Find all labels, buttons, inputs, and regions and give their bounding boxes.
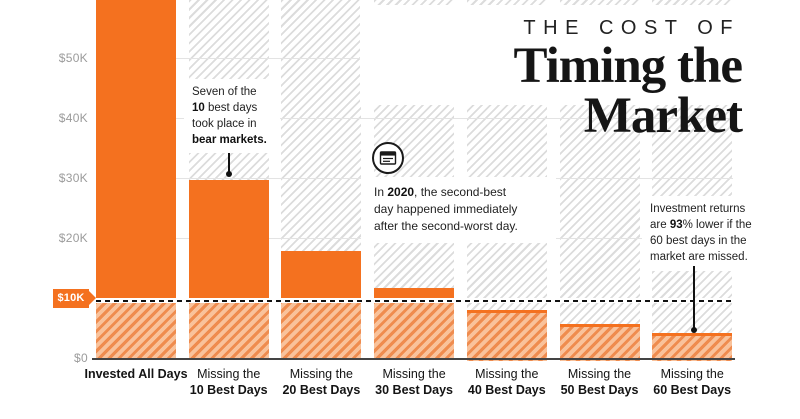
- y-axis-label: $50K: [58, 51, 88, 65]
- bar-hatched-segment: [466, 310, 547, 361]
- x-axis-label-line2: 40 Best Days: [467, 383, 546, 397]
- annotation-93-percent: Investment returns are 93% lower if the …: [642, 196, 776, 271]
- bar-hatched-segment: [281, 300, 362, 358]
- y-axis-label: $40K: [58, 111, 88, 125]
- page-title: Timing the Market: [513, 38, 743, 144]
- x-axis-label-line1: Missing the: [660, 367, 724, 381]
- bar-hatched-segment: [652, 333, 733, 361]
- annotation-2020: In 2020, the second-best day happened im…: [361, 177, 556, 243]
- x-axis-label-line2: 20 Best Days: [282, 383, 361, 397]
- bar-hatched-segment: [188, 300, 269, 358]
- x-axis-label: Invested All Days: [81, 366, 191, 382]
- x-axis-label-line1: Missing the: [197, 367, 261, 381]
- y-axis-label: $30K: [58, 171, 88, 185]
- y-axis-10k-badge: $10K: [53, 289, 96, 308]
- annotation-segment: , the second-best day happened immediate…: [374, 185, 518, 233]
- bar-solid-segment: [281, 251, 362, 300]
- bar-hatched-segment: [559, 324, 640, 361]
- x-axis-label: Missing the 50 Best Days: [545, 366, 655, 398]
- x-axis-label: Missing the 40 Best Days: [452, 366, 562, 398]
- bar: [188, 180, 269, 358]
- bar: [559, 324, 640, 361]
- x-axis-label-line2: 50 Best Days: [560, 383, 639, 397]
- annotation-segment: 2020: [387, 185, 415, 199]
- x-axis-label-line1: Missing the: [475, 367, 539, 381]
- y-axis-label: $0: [74, 351, 88, 365]
- x-axis-label-line1: Invested All Days: [84, 367, 188, 381]
- annotation-segment: Investment returns are: [650, 203, 746, 231]
- title-block: THE COST OF Timing the Market: [360, 5, 800, 142]
- annotation-text: In 2020, the second-best day happened im…: [374, 184, 556, 235]
- bar-solid-segment: [374, 288, 455, 300]
- calendar-icon: [372, 142, 404, 174]
- gridline: [96, 118, 733, 119]
- annotation-segment: Seven of the: [192, 86, 257, 98]
- x-axis-label: Missing the 60 Best Days: [637, 366, 747, 398]
- annotation-segment: best days took place in: [192, 102, 258, 130]
- bar: [652, 333, 733, 361]
- x-axis-label-line2: 10 Best Days: [189, 383, 268, 397]
- x-axis-label: Missing the 10 Best Days: [174, 366, 284, 398]
- bar: [281, 251, 362, 358]
- x-axis-label-line2: 60 Best Days: [653, 383, 732, 397]
- annotation-segment: In: [374, 185, 388, 199]
- title-kicker: THE COST OF: [523, 17, 740, 39]
- bar: [466, 310, 547, 361]
- x-axis-label-line1: Missing the: [289, 367, 353, 381]
- bar-solid-segment: [96, 0, 176, 300]
- annotation-segment: 93: [669, 219, 683, 231]
- x-axis-label-line1: Missing the: [567, 367, 632, 381]
- annotation-segment: % lower if the 60 best days in the marke…: [650, 219, 752, 263]
- annotation-segment: bear markets.: [192, 134, 267, 146]
- x-axis-label-line2: 30 Best Days: [375, 383, 453, 397]
- bar: [96, 0, 176, 358]
- annotation-text: Investment returns are 93% lower if the …: [650, 201, 776, 265]
- annotation-bear-markets: Seven of the 10 best days took place in …: [184, 79, 280, 153]
- y-axis-label: $20K: [58, 231, 88, 245]
- bar-hatched-segment: [374, 300, 455, 358]
- bar-hatched-segment: [96, 300, 176, 358]
- x-axis-line: [92, 358, 735, 360]
- annotation-arrow-93-percent: [691, 266, 697, 333]
- bar-solid-segment: [188, 180, 269, 300]
- x-axis-label: Missing the 20 Best Days: [266, 366, 376, 398]
- annotation-segment: 10: [192, 102, 205, 114]
- annotation-arrow-bear-markets: [226, 153, 232, 177]
- x-axis-label-line1: Missing the: [382, 367, 446, 381]
- bar: [374, 288, 455, 358]
- annotation-text: Seven of the 10 best days took place in …: [192, 84, 280, 148]
- x-axis-label: Missing the 30 Best Days: [359, 366, 469, 398]
- reference-line-10k: [96, 300, 733, 302]
